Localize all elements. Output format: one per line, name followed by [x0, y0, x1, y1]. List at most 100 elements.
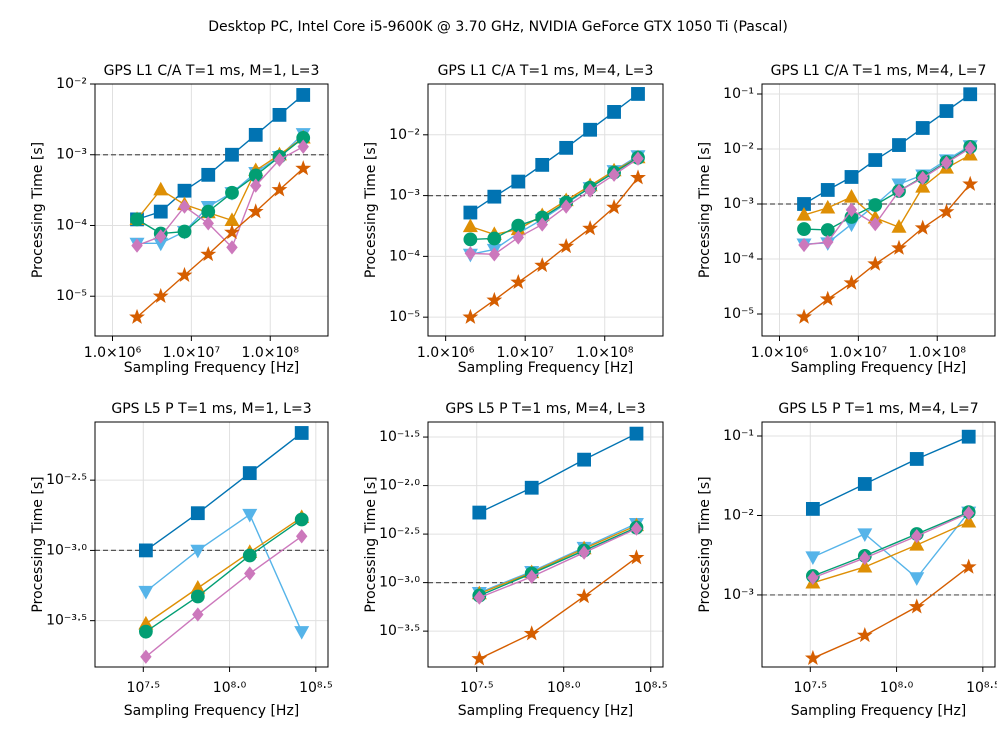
- x-tick-label: 10⁸·⁵: [634, 680, 668, 696]
- marker: [805, 501, 820, 516]
- marker: [294, 512, 309, 527]
- marker: [843, 189, 860, 203]
- x-tick-label: 1.0×10⁷: [163, 345, 220, 361]
- marker: [523, 625, 540, 641]
- marker: [152, 287, 169, 303]
- x-axis-label: Sampling Frequency [Hz]: [124, 703, 300, 719]
- marker: [857, 558, 873, 573]
- x-tick-label: 10⁷·⁵: [794, 680, 828, 696]
- marker: [462, 308, 479, 324]
- marker: [138, 585, 154, 600]
- marker: [153, 181, 169, 196]
- marker: [155, 229, 167, 244]
- marker: [577, 452, 591, 467]
- y-tick-label: 10⁻³·⁰: [379, 575, 420, 591]
- marker: [511, 218, 526, 233]
- marker: [796, 207, 812, 221]
- y-tick-label: 10⁻⁴: [56, 217, 87, 233]
- marker: [917, 170, 929, 186]
- marker: [909, 537, 925, 551]
- marker: [844, 170, 859, 184]
- x-tick-label: 10⁸·⁰: [213, 680, 247, 696]
- marker: [819, 290, 836, 306]
- series-line: [803, 147, 971, 246]
- series-line: [479, 522, 637, 594]
- y-tick-label: 10⁻²: [723, 507, 754, 523]
- x-tick-label: 10⁸·⁰: [547, 680, 581, 696]
- marker: [909, 572, 925, 586]
- marker: [463, 232, 478, 247]
- marker: [820, 199, 836, 214]
- marker: [797, 222, 811, 236]
- y-axis-label: Processing Time [s]: [697, 476, 713, 612]
- series-line: [812, 511, 969, 577]
- y-tick-label: 10⁻²·⁵: [46, 472, 87, 488]
- marker: [462, 218, 478, 233]
- marker: [630, 169, 646, 185]
- marker: [843, 274, 860, 290]
- x-tick-label: 1.0×10⁸: [909, 345, 967, 361]
- marker: [176, 266, 193, 282]
- marker: [536, 217, 548, 232]
- marker: [891, 239, 907, 255]
- marker: [856, 627, 873, 643]
- y-tick-label: 10⁻²: [56, 76, 87, 92]
- series-line: [479, 557, 637, 660]
- marker: [524, 480, 539, 495]
- marker: [190, 589, 205, 604]
- marker: [582, 220, 599, 236]
- marker: [295, 160, 312, 176]
- marker: [226, 240, 238, 255]
- marker: [576, 588, 593, 604]
- marker: [805, 551, 821, 566]
- marker: [294, 426, 309, 440]
- y-axis-label: Processing Time [s]: [697, 142, 713, 278]
- subplot-title: GPS L1 C/A T=1 ms, M=1, L=3: [104, 63, 320, 79]
- y-tick-label: 10⁻²·⁰: [379, 478, 420, 494]
- marker: [535, 157, 550, 172]
- y-tick-label: 10⁻²·⁵: [379, 526, 420, 542]
- y-tick-label: 10⁻³·⁰: [46, 542, 87, 558]
- y-tick-label: 10⁻⁵: [56, 288, 87, 304]
- marker: [892, 138, 906, 152]
- marker: [242, 466, 257, 480]
- marker: [201, 167, 216, 182]
- x-axis-label: Sampling Frequency [Hz]: [458, 703, 634, 719]
- series-line: [479, 433, 637, 514]
- marker: [140, 649, 152, 664]
- marker: [820, 183, 835, 197]
- y-tick-label: 10⁻³·⁵: [46, 613, 87, 629]
- marker: [868, 153, 883, 167]
- marker: [192, 607, 204, 622]
- marker: [963, 87, 978, 102]
- marker: [583, 122, 598, 137]
- subplot-title: GPS L5 P T=1 ms, M=1, L=3: [111, 401, 311, 417]
- marker: [915, 121, 930, 135]
- marker: [820, 223, 835, 237]
- y-axis-label: Processing Time [s]: [30, 476, 46, 612]
- marker: [560, 199, 572, 214]
- subplot-title: GPS L5 P T=1 ms, M=4, L=3: [445, 401, 645, 417]
- marker: [153, 204, 168, 219]
- series-line: [145, 535, 303, 658]
- series-line: [145, 518, 303, 633]
- marker: [271, 181, 288, 197]
- subplot-title: GPS L1 C/A T=1 ms, M=4, L=3: [438, 63, 654, 79]
- marker: [939, 104, 954, 118]
- axes-frame: [761, 83, 996, 337]
- marker: [608, 167, 620, 182]
- marker: [129, 308, 145, 324]
- marker: [857, 528, 873, 542]
- marker: [859, 550, 871, 566]
- series-line: [812, 436, 969, 510]
- series-line: [469, 177, 639, 318]
- marker: [867, 255, 884, 271]
- axes-frame: [761, 421, 996, 668]
- marker: [845, 202, 858, 218]
- x-tick-label: 1.0×10⁷: [830, 345, 887, 361]
- marker: [525, 569, 538, 584]
- marker: [190, 506, 205, 521]
- marker: [798, 237, 810, 253]
- marker: [463, 205, 478, 220]
- marker: [244, 566, 256, 581]
